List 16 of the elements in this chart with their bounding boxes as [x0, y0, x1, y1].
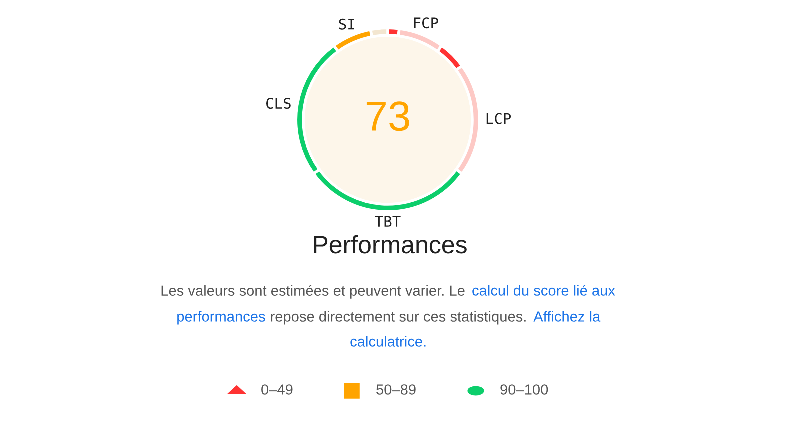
text: Performances [314, 235, 467, 254]
text: calcul du score lié aux [472, 285, 616, 296]
slice-label: SI [339, 18, 354, 30]
slice-label: CLS [266, 98, 291, 110]
text: Affichez la [534, 311, 601, 322]
text: 90–100 [500, 384, 548, 395]
slice-label: FCP [414, 18, 438, 29]
text: Les valeurs sont estimées et peuvent varier. Le [162, 285, 465, 299]
text: 50–89 [376, 384, 416, 395]
slice-label: LCP [486, 113, 512, 124]
text: repose directement sur ces statistiques. [271, 311, 526, 325]
text: performances [178, 311, 266, 325]
text: calculatrice. [350, 336, 426, 347]
text: 0–49 [262, 384, 293, 395]
slice-label: TBT [375, 216, 401, 227]
text: 73 [366, 102, 410, 132]
